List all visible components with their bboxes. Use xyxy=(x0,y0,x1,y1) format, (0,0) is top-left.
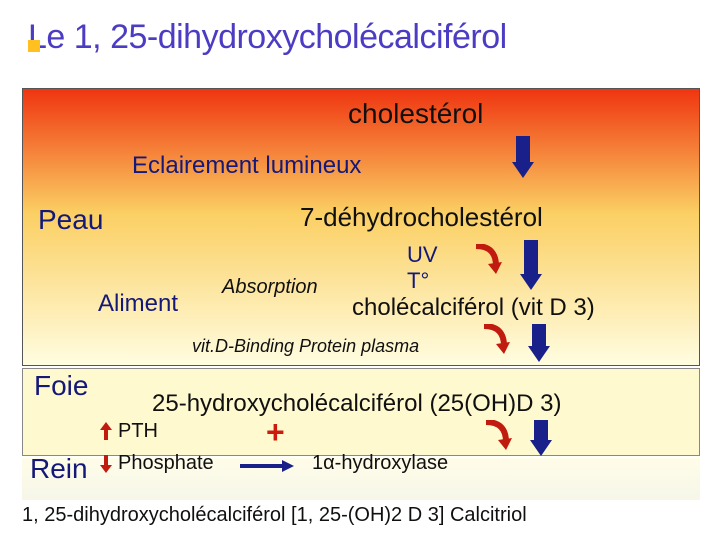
curved-arrow-icon xyxy=(472,244,502,274)
plus-icon: + xyxy=(266,416,285,448)
arrow-icon xyxy=(528,324,550,362)
panel-peau: cholestérol Eclairement lumineux Peau 7-… xyxy=(22,88,700,366)
label-calcitriol: 1, 25-dihydroxycholécalciférol [1, 25-(O… xyxy=(22,504,527,527)
label-hydroxylase: 1α-hydroxylase xyxy=(312,452,448,475)
down-arrow-icon xyxy=(100,455,112,473)
page-title: Le 1, 25-dihydroxycholécalciférol xyxy=(28,18,720,57)
arrow-icon xyxy=(530,420,552,456)
label-pth: PTH xyxy=(118,420,158,443)
arrow-icon xyxy=(512,136,534,178)
label-phosphate: Phosphate xyxy=(118,452,214,475)
panel-rein: Rein Phosphate 1α-hydroxylase xyxy=(22,458,700,500)
label-absorption: Absorption xyxy=(222,276,318,299)
label-25hydroxy: 25-hydroxycholécalciférol (25(OH)D 3) xyxy=(152,390,561,418)
label-cholecalciferol: cholécalciférol (vit D 3) xyxy=(352,294,595,322)
label-aliment: Aliment xyxy=(98,290,178,318)
arrow-right-icon xyxy=(238,456,298,481)
label-7dehydro: 7-déhydrocholestérol xyxy=(300,202,543,233)
label-uv: UV xyxy=(407,242,438,268)
label-temp: T° xyxy=(407,268,429,294)
curved-arrow-icon xyxy=(482,420,512,450)
label-rein: Rein xyxy=(30,453,88,485)
up-arrow-icon xyxy=(100,422,112,440)
label-cholesterol: cholestérol xyxy=(348,98,483,130)
label-peau: Peau xyxy=(38,204,103,236)
arrow-icon xyxy=(520,240,542,290)
label-dbp: vit.D-Binding Protein plasma xyxy=(192,336,419,357)
label-eclairement: Eclairement lumineux xyxy=(132,152,361,180)
title-bullet xyxy=(28,40,40,52)
label-foie: Foie xyxy=(34,370,88,402)
panel-foie: Foie 25-hydroxycholécalciférol (25(OH)D … xyxy=(22,368,700,456)
curved-arrow-icon xyxy=(480,324,510,354)
